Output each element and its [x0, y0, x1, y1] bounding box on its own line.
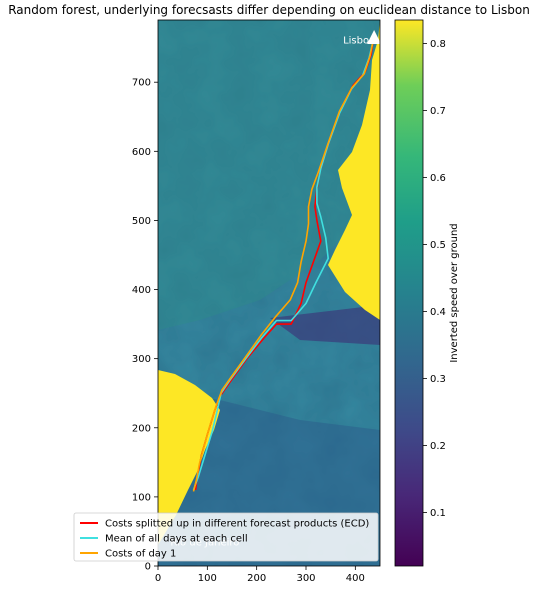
- x-tick-label: 0: [155, 573, 161, 584]
- x-tick-label: 100: [198, 573, 217, 584]
- y-tick-label: 300: [132, 354, 151, 365]
- colorbar-gradient: [394, 19, 424, 567]
- colorbar-tick-label: 0.8: [430, 39, 446, 50]
- plot-frame: [157, 19, 381, 567]
- gulf-dark-band: [270, 305, 380, 345]
- colorbar-tick-label: 0.4: [430, 307, 446, 318]
- y-tick-label: 0: [145, 562, 151, 573]
- colorbar-label: Inverted speed over ground: [449, 223, 460, 362]
- legend-entries: Costs splitted up in different forecast …: [80, 519, 369, 560]
- colorbar-tick-label: 0.5: [430, 240, 446, 251]
- y-tick-label: 500: [132, 216, 151, 227]
- colorbar-tick-label: 0.3: [430, 374, 446, 385]
- y-tick-label: 400: [132, 285, 151, 296]
- x-tick-label: 200: [247, 573, 266, 584]
- routes: [192, 40, 374, 492]
- colorbar: 0.1 0.2 0.3 0.4 0.5 0.6 0.7 0.8 Inverted speed …: [394, 19, 460, 567]
- legend-label: Costs of day 1: [105, 549, 176, 560]
- x-tick-label: 400: [346, 573, 365, 584]
- legend: Costs splitted up in different forecast …: [73, 512, 379, 562]
- y-tick-label: 100: [132, 492, 151, 503]
- y-axis: 0 100 200 300 400 500 600 700: [132, 78, 158, 573]
- x-axis: 0 100 200 300 400: [155, 566, 365, 584]
- x-tick-label: 300: [296, 573, 315, 584]
- plot-area: [158, 20, 380, 566]
- colorbar-tick-label: 0.6: [430, 173, 446, 184]
- colorbar-ticks: 0.1 0.2 0.3 0.4 0.5 0.6 0.7 0.8: [423, 39, 446, 519]
- markers: [367, 29, 382, 44]
- y-tick-label: 700: [132, 78, 151, 89]
- colorbar-tick-label: 0.2: [430, 441, 446, 452]
- annotation-label: Lisbon: [343, 35, 375, 46]
- south-america-land: [158, 370, 220, 545]
- legend-label: Costs splitted up in different forecast …: [105, 519, 369, 530]
- legend-box: [73, 512, 379, 562]
- destination-marker: [367, 29, 382, 44]
- colorbar-tick-label: 0.1: [430, 508, 446, 519]
- north-region: [158, 20, 380, 330]
- chart-title: Random forest, underlying forecsasts dif…: [8, 3, 530, 17]
- route-series-2: [192, 40, 374, 492]
- y-tick-label: 200: [132, 423, 151, 434]
- y-tick-label: 600: [132, 147, 151, 158]
- colorbar-tick-label: 0.7: [430, 106, 446, 117]
- europe-africa-land: [328, 20, 380, 320]
- legend-label: Mean of all days at each cell: [105, 534, 248, 545]
